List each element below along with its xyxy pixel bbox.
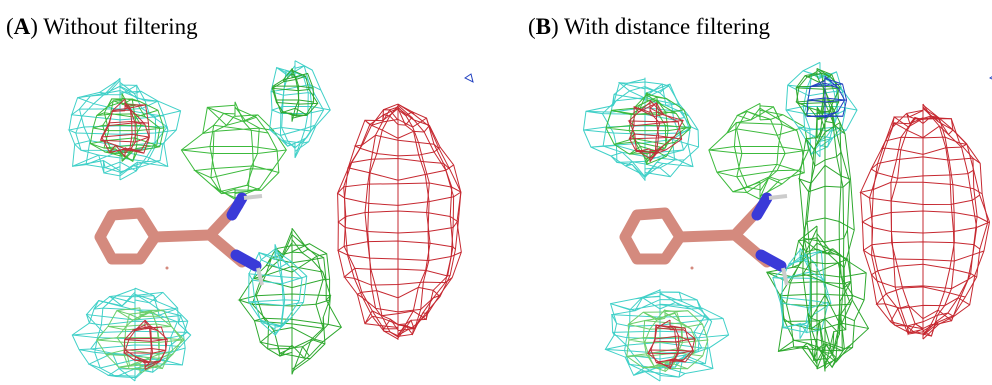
- mesh-line: [864, 242, 984, 261]
- mesh-line: [211, 115, 235, 193]
- mesh-line: [398, 105, 454, 336]
- bond: [680, 205, 763, 237]
- mesh-line: [861, 182, 983, 204]
- n-bond: [232, 198, 242, 215]
- mesh-line: [195, 166, 279, 178]
- mesh-line: [398, 104, 453, 338]
- mesh-line: [891, 119, 923, 329]
- mesh-line: [365, 110, 398, 330]
- mesh-line: [870, 118, 923, 333]
- bond: [155, 205, 238, 237]
- h-bond: [769, 196, 787, 198]
- mesh-line: [648, 350, 694, 354]
- mesh-line: [923, 109, 977, 336]
- mesh-line: [872, 264, 977, 288]
- structure-view: [0, 0, 992, 385]
- mesh-line: [862, 211, 989, 233]
- atom: [166, 267, 169, 270]
- mesh-line: [347, 158, 453, 180]
- mesh-line: [235, 115, 286, 198]
- mesh-line: [357, 287, 440, 311]
- mesh-line: [923, 105, 990, 339]
- mesh-line: [338, 241, 461, 261]
- mesh-line: [923, 107, 954, 335]
- ring: [100, 213, 155, 259]
- ring: [625, 213, 680, 259]
- mesh-line: [277, 66, 313, 80]
- mesh-line: [120, 82, 156, 173]
- panel-view: [583, 62, 992, 381]
- mesh-line: [252, 243, 292, 356]
- panel-view: [69, 61, 473, 381]
- mesh-line: [734, 108, 760, 190]
- mesh-line: [602, 91, 645, 180]
- figure: (A) Without filtering (B) With distance …: [0, 0, 992, 385]
- mesh-line: [709, 147, 809, 154]
- small-mesh: [465, 74, 473, 82]
- mesh-line: [717, 164, 804, 176]
- mesh-line: [181, 105, 235, 199]
- mesh-line: [181, 147, 286, 154]
- n-bond: [757, 198, 767, 215]
- mesh-line: [368, 106, 398, 337]
- h-bond: [244, 196, 262, 198]
- mesh-line: [125, 338, 168, 341]
- mesh-line: [338, 183, 461, 205]
- atom: [691, 267, 694, 270]
- mesh-line: [871, 157, 980, 178]
